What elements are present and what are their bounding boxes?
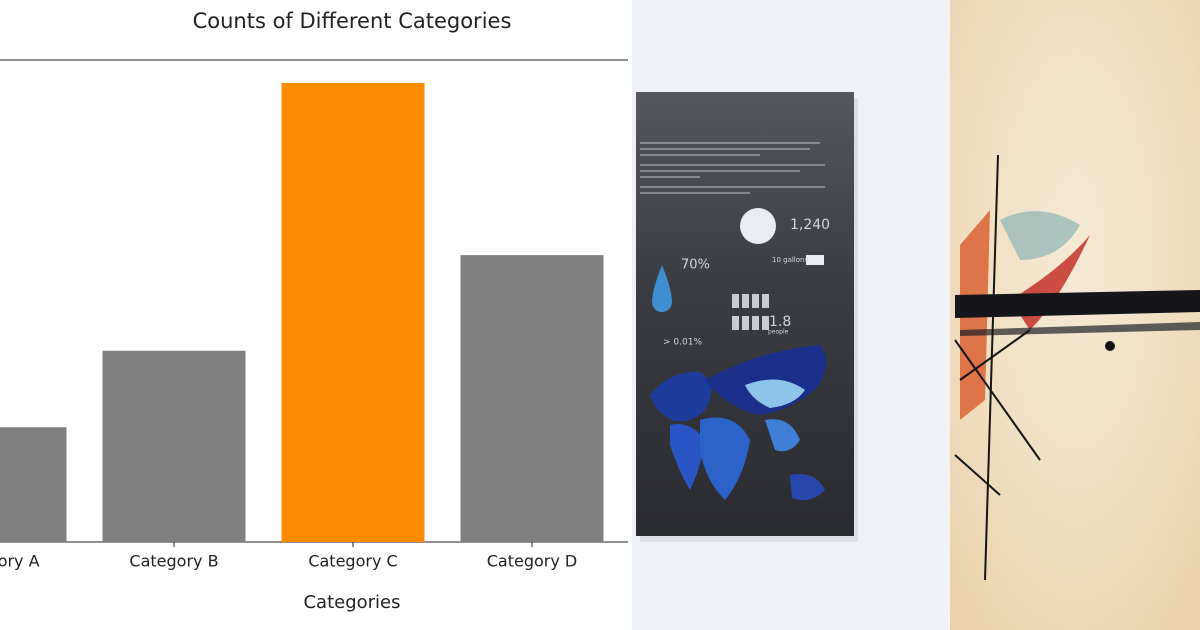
poster [636, 92, 854, 536]
poster-stat: people [768, 329, 789, 336]
art-bar [955, 290, 1200, 318]
globe-icon [740, 208, 776, 244]
x-tick-label: Category A [0, 552, 40, 571]
poster-stat: > 0.01% [663, 338, 702, 348]
chart-title: Counts of Different Categories [193, 9, 512, 33]
bar [281, 82, 425, 542]
art-lines [954, 154, 1041, 581]
x-axis-label: Categories [303, 592, 400, 613]
chart-panel: Counts of Different Categories Categorie… [0, 9, 628, 613]
poster-stat: 1,240 [790, 217, 830, 233]
bar [102, 350, 246, 542]
poster-stat: 70% [681, 258, 710, 273]
poster-stat: 1.8 [769, 314, 791, 330]
drop-icon [652, 265, 672, 312]
art-bar [960, 322, 1200, 336]
tap-icon [806, 255, 824, 265]
x-tick-label: Category D [487, 552, 578, 571]
people-icons [732, 294, 769, 330]
art-panel [950, 0, 1200, 630]
x-tick-label: Category C [308, 552, 397, 571]
art-dot [1105, 341, 1115, 351]
bar [0, 427, 67, 542]
poster-paragraph [640, 142, 825, 194]
art-wash [1000, 211, 1080, 260]
poster-panel: 70% 1,240 10 gallons 1.8 people > 0.01% [632, 0, 950, 630]
world-map [650, 345, 827, 501]
x-tick-label: Category B [129, 552, 218, 571]
bar [460, 255, 604, 542]
poster-stat: 10 gallons [772, 256, 808, 264]
